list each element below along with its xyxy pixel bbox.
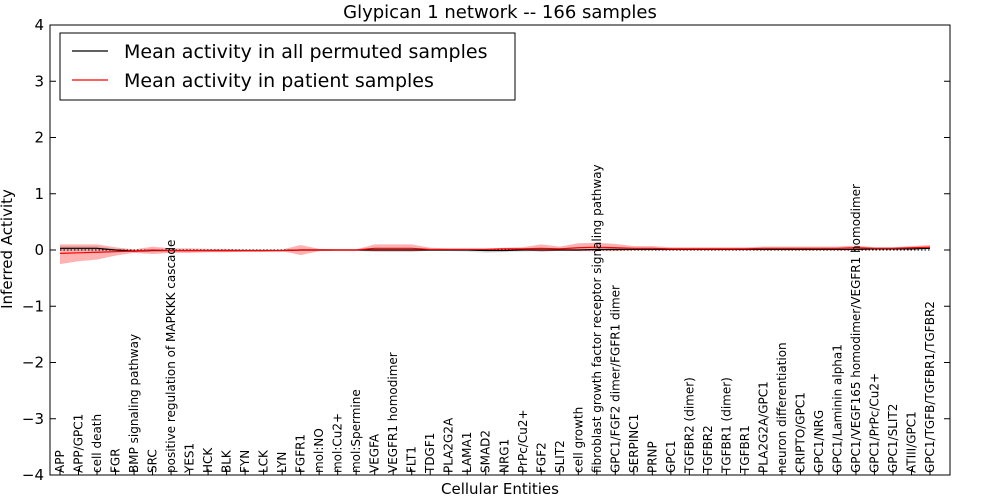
x-tick-label-prnp: PRNP: [645, 441, 659, 473]
x-tick-label-neuron-differentiation: neuron differentiation: [775, 342, 789, 473]
y-tick-label: 1: [34, 185, 44, 203]
y-tick-label: −3: [22, 410, 44, 428]
x-tick-label-pla2g2a: PLA2G2A: [442, 417, 456, 473]
x-tick-label-fibroblast-growth-factor-receptor-signaling-pathway: fibroblast growth factor receptor signal…: [590, 164, 604, 473]
x-tick-label-mol-cu2: mol:Cu2+: [331, 413, 345, 473]
x-tick-label-gpc1-prpc-cu2: GPC1/PrPc/Cu2+: [867, 373, 881, 473]
x-tick-label-lama1: LAMA1: [460, 432, 474, 473]
x-tick-label-tgfbr2: TGFBR2: [701, 425, 715, 474]
x-tick-label-hck: HCK: [201, 447, 215, 473]
legend: Mean activity in all permuted samples Me…: [59, 32, 516, 101]
y-axis-label: Inferred Activity: [0, 189, 16, 309]
legend-label-patient: Mean activity in patient samples: [124, 70, 434, 92]
x-tick-label-tgfbr1-dimer: TGFBR1 (dimer): [719, 377, 733, 474]
y-tick-label: −2: [22, 354, 44, 372]
y-tick-label: 4: [34, 16, 44, 34]
x-tick-label-blk: BLK: [220, 449, 234, 473]
x-tick-label-atiii-gpc1: ATIII/GPC1: [904, 411, 918, 473]
x-tick-label-slit2: SLIT2: [553, 440, 567, 473]
x-tick-label-gpc1-fgf2-dimer-fgfr1-dimer: GPC1/FGF2 dimer/FGFR1 dimer: [608, 285, 622, 473]
x-tick-label-yes1: YES1: [183, 443, 197, 474]
x-tick-label-gpc1-tgfb-tgfbr1-tgfbr2: GPC1/TGFB/TGFBR1/TGFBR2: [923, 301, 937, 473]
x-tick-label-gpc1-vegf165-homodimer-vegfr1-homodimer: GPC1/VEGF165 homodimer/VEGFR1 homodimer: [849, 184, 863, 473]
x-tick-label-cripto-gpc1: CRIPTO/GPC1: [793, 392, 807, 473]
band-mean-activity-in-patient-samples: [60, 242, 930, 265]
x-axis-label: Cellular Entities: [441, 480, 559, 498]
y-tick-label: −1: [22, 297, 44, 315]
x-tick-label-serpinc1: SERPINC1: [627, 414, 641, 473]
chart-title: Glypican 1 network -- 166 samples: [343, 2, 657, 23]
x-tick-label-lck: LCK: [257, 449, 271, 473]
x-tick-label-fgr: FGR: [109, 448, 123, 473]
x-axis-ticks: APP APP/GPC1 cell death FGR BMP signaling pa…: [53, 164, 937, 475]
x-tick-label-bmp-signaling-pathway: BMP signaling pathway: [127, 334, 141, 473]
x-tick-label-app: APP: [53, 450, 67, 473]
x-tick-label-flt1: FLT1: [405, 446, 419, 473]
legend-label-permuted: Mean activity in all permuted samples: [124, 41, 487, 63]
x-tick-label-gpc1-slit2: GPC1/SLIT2: [886, 404, 900, 473]
series-lines: [59, 246, 931, 254]
x-tick-label-tdgf1: TDGF1: [423, 433, 437, 474]
x-tick-label-smad2: SMAD2: [479, 430, 493, 473]
plot-frame: [49, 24, 951, 476]
x-tick-label-gpc1-nrg: GPC1/NRG: [812, 410, 826, 473]
y-tick-label: 3: [34, 72, 44, 90]
x-tick-label-positive-regulation-of-mapkkk-cascade: positive regulation of MAPKKK cascade: [164, 240, 178, 473]
legend-box: [59, 32, 516, 101]
x-tick-label-app-gpc1: APP/GPC1: [72, 414, 86, 473]
x-tick-label-tgfbr1: TGFBR1: [738, 425, 752, 474]
x-tick-label-cell-growth: cell growth: [571, 407, 585, 473]
x-tick-label-cell-death: cell death: [90, 414, 104, 473]
x-tick-label-lyn: LYN: [275, 452, 289, 473]
x-tick-label-gpc1: GPC1: [664, 440, 678, 473]
x-tick-label-fyn: FYN: [238, 450, 252, 473]
y-tick-label: 2: [34, 129, 44, 147]
y-tick-label: −4: [22, 466, 44, 484]
x-tick-label-prpc-cu2: PrPc/Cu2+: [516, 409, 530, 473]
x-tick-label-vegfa: VEGFA: [368, 433, 382, 473]
y-axis-ticks: −4 −3 −2 −1 0 1 2 3 4: [22, 16, 950, 484]
x-tick-label-tgfbr2-dimer: TGFBR2 (dimer): [682, 377, 696, 474]
x-tick-label-vegfr1-homodimer: VEGFR1 homodimer: [386, 352, 400, 473]
y-tick-label: 0: [34, 241, 44, 259]
x-tick-label-mol-spermine: mol:Spermine: [349, 389, 363, 473]
x-tick-label-src: SRC: [146, 449, 160, 473]
x-tick-label-mol-no: mol:NO: [312, 428, 326, 473]
x-tick-label-pla2g2a-gpc1: PLA2G2A/GPC1: [756, 381, 770, 473]
x-tick-label-fgf2: FGF2: [534, 442, 548, 473]
x-tick-label-nrg1: NRG1: [497, 439, 511, 473]
x-tick-label-fgfr1: FGFR1: [294, 434, 308, 473]
line-mean-activity-in-patient-samples: [59, 246, 931, 254]
x-tick-label-gpc1-laminin-alpha1: GPC1/Laminin alpha1: [830, 344, 844, 473]
